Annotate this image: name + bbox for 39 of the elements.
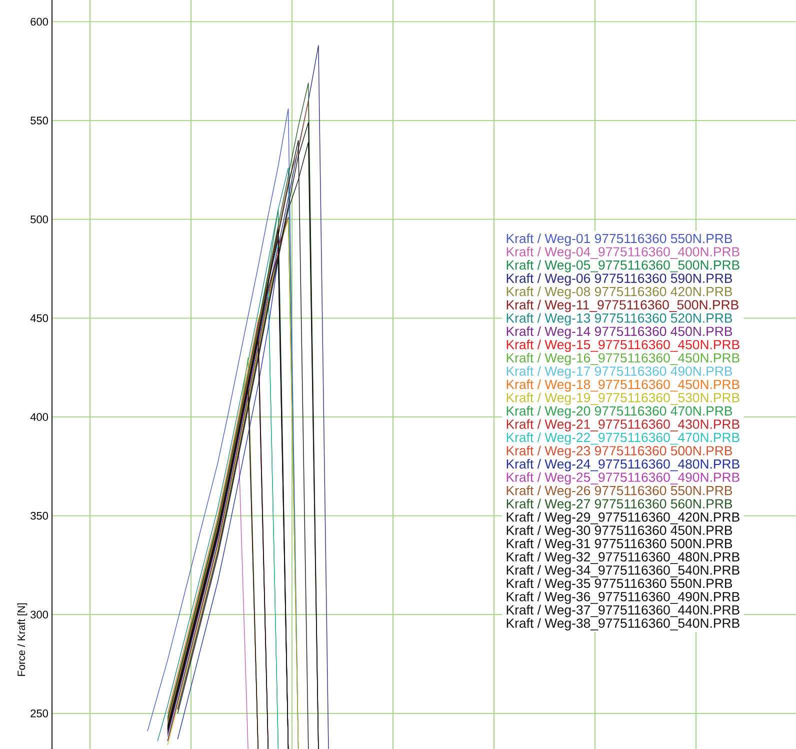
text: Kraft / Weg-04_9775116360_400N.PRB bbox=[506, 246, 740, 260]
text: Kraft / Weg-32_9775116360_480N.PRB bbox=[506, 552, 740, 564]
y-tick-label: 550 bbox=[30, 116, 48, 124]
text: Kraft / Weg-18_9775116360_450N.PRB bbox=[506, 379, 740, 392]
text: Kraft / Weg-11_9775116360_500N.PRB bbox=[506, 300, 738, 312]
text: Kraft / Weg-05_9775116360_500N.PRB bbox=[506, 260, 740, 272]
y-axis-title: Force / Kraft [N] bbox=[17, 603, 28, 676]
text: Kraft / Weg-34_9775116360_540N.PRB bbox=[506, 565, 740, 578]
text: Kraft / Weg-19_9775116360_530N.PRB bbox=[506, 392, 740, 405]
text: Kraft / Weg-16_9775116360_450N.PRB bbox=[506, 352, 740, 366]
y-tick-label: 400 bbox=[30, 413, 48, 421]
text: Kraft / Weg-31 9775116360 500N.PRB bbox=[506, 538, 732, 551]
y-tick-label: 600 bbox=[30, 18, 48, 26]
text: Kraft / Weg-37_9775116360_440N.PRB bbox=[506, 604, 740, 618]
y-tick-label: 300 bbox=[30, 610, 48, 618]
y-tick-label: 250 bbox=[30, 710, 48, 718]
y-tick-label: 450 bbox=[30, 314, 48, 322]
text: Kraft / Weg-35 9775116360 550N.PRB bbox=[506, 578, 732, 591]
text: Kraft / Weg-27 9775116360 560N.PRB bbox=[506, 498, 732, 512]
text: Kraft / Weg-29_9775116360_420N.PRB bbox=[506, 512, 740, 524]
text: Kraft / Weg-23 9775116360 500N.PRB bbox=[506, 446, 732, 458]
y-tick-label: 350 bbox=[30, 512, 48, 520]
text: Kraft / Weg-08 9775116360 420N.PRB bbox=[506, 286, 732, 299]
text: Kraft / Weg-14 9775116360 450N.PRB bbox=[506, 326, 732, 339]
text: Kraft / Weg-25_9775116360_490N.PRB bbox=[506, 472, 740, 485]
text: Kraft / Weg-17 9775116360 490N.PRB bbox=[506, 366, 732, 378]
text: Kraft / Weg-01 9775116360 550N.PRB bbox=[506, 233, 732, 246]
text: Kraft / Weg-30 9775116360 450N.PRB bbox=[506, 525, 732, 538]
text: Kraft / Weg-36_9775116360_490N.PRB bbox=[506, 592, 740, 604]
text: Kraft / Weg-21_9775116360_430N.PRB bbox=[506, 419, 740, 432]
y-tick-label: 500 bbox=[30, 215, 48, 224]
text: Kraft / Weg-06 9775116360 590N.PRB bbox=[506, 273, 732, 286]
text: Kraft / Weg-26 9775116360 550N.PRB bbox=[506, 486, 732, 498]
text: Kraft / Weg-24_9775116360_480N.PRB bbox=[506, 458, 740, 472]
text: Kraft / Weg-20 9775116360 470N.PRB bbox=[506, 406, 732, 418]
text: Kraft / Weg-15_9775116360_450N.PRB bbox=[506, 340, 740, 352]
text: Kraft / Weg-38_9775116360_540N.PRB bbox=[506, 618, 740, 630]
text: Kraft / Weg-13 9775116360 520N.PRB bbox=[506, 313, 732, 326]
text: Kraft / Weg-22_9775116360_470N.PRB bbox=[506, 432, 740, 445]
